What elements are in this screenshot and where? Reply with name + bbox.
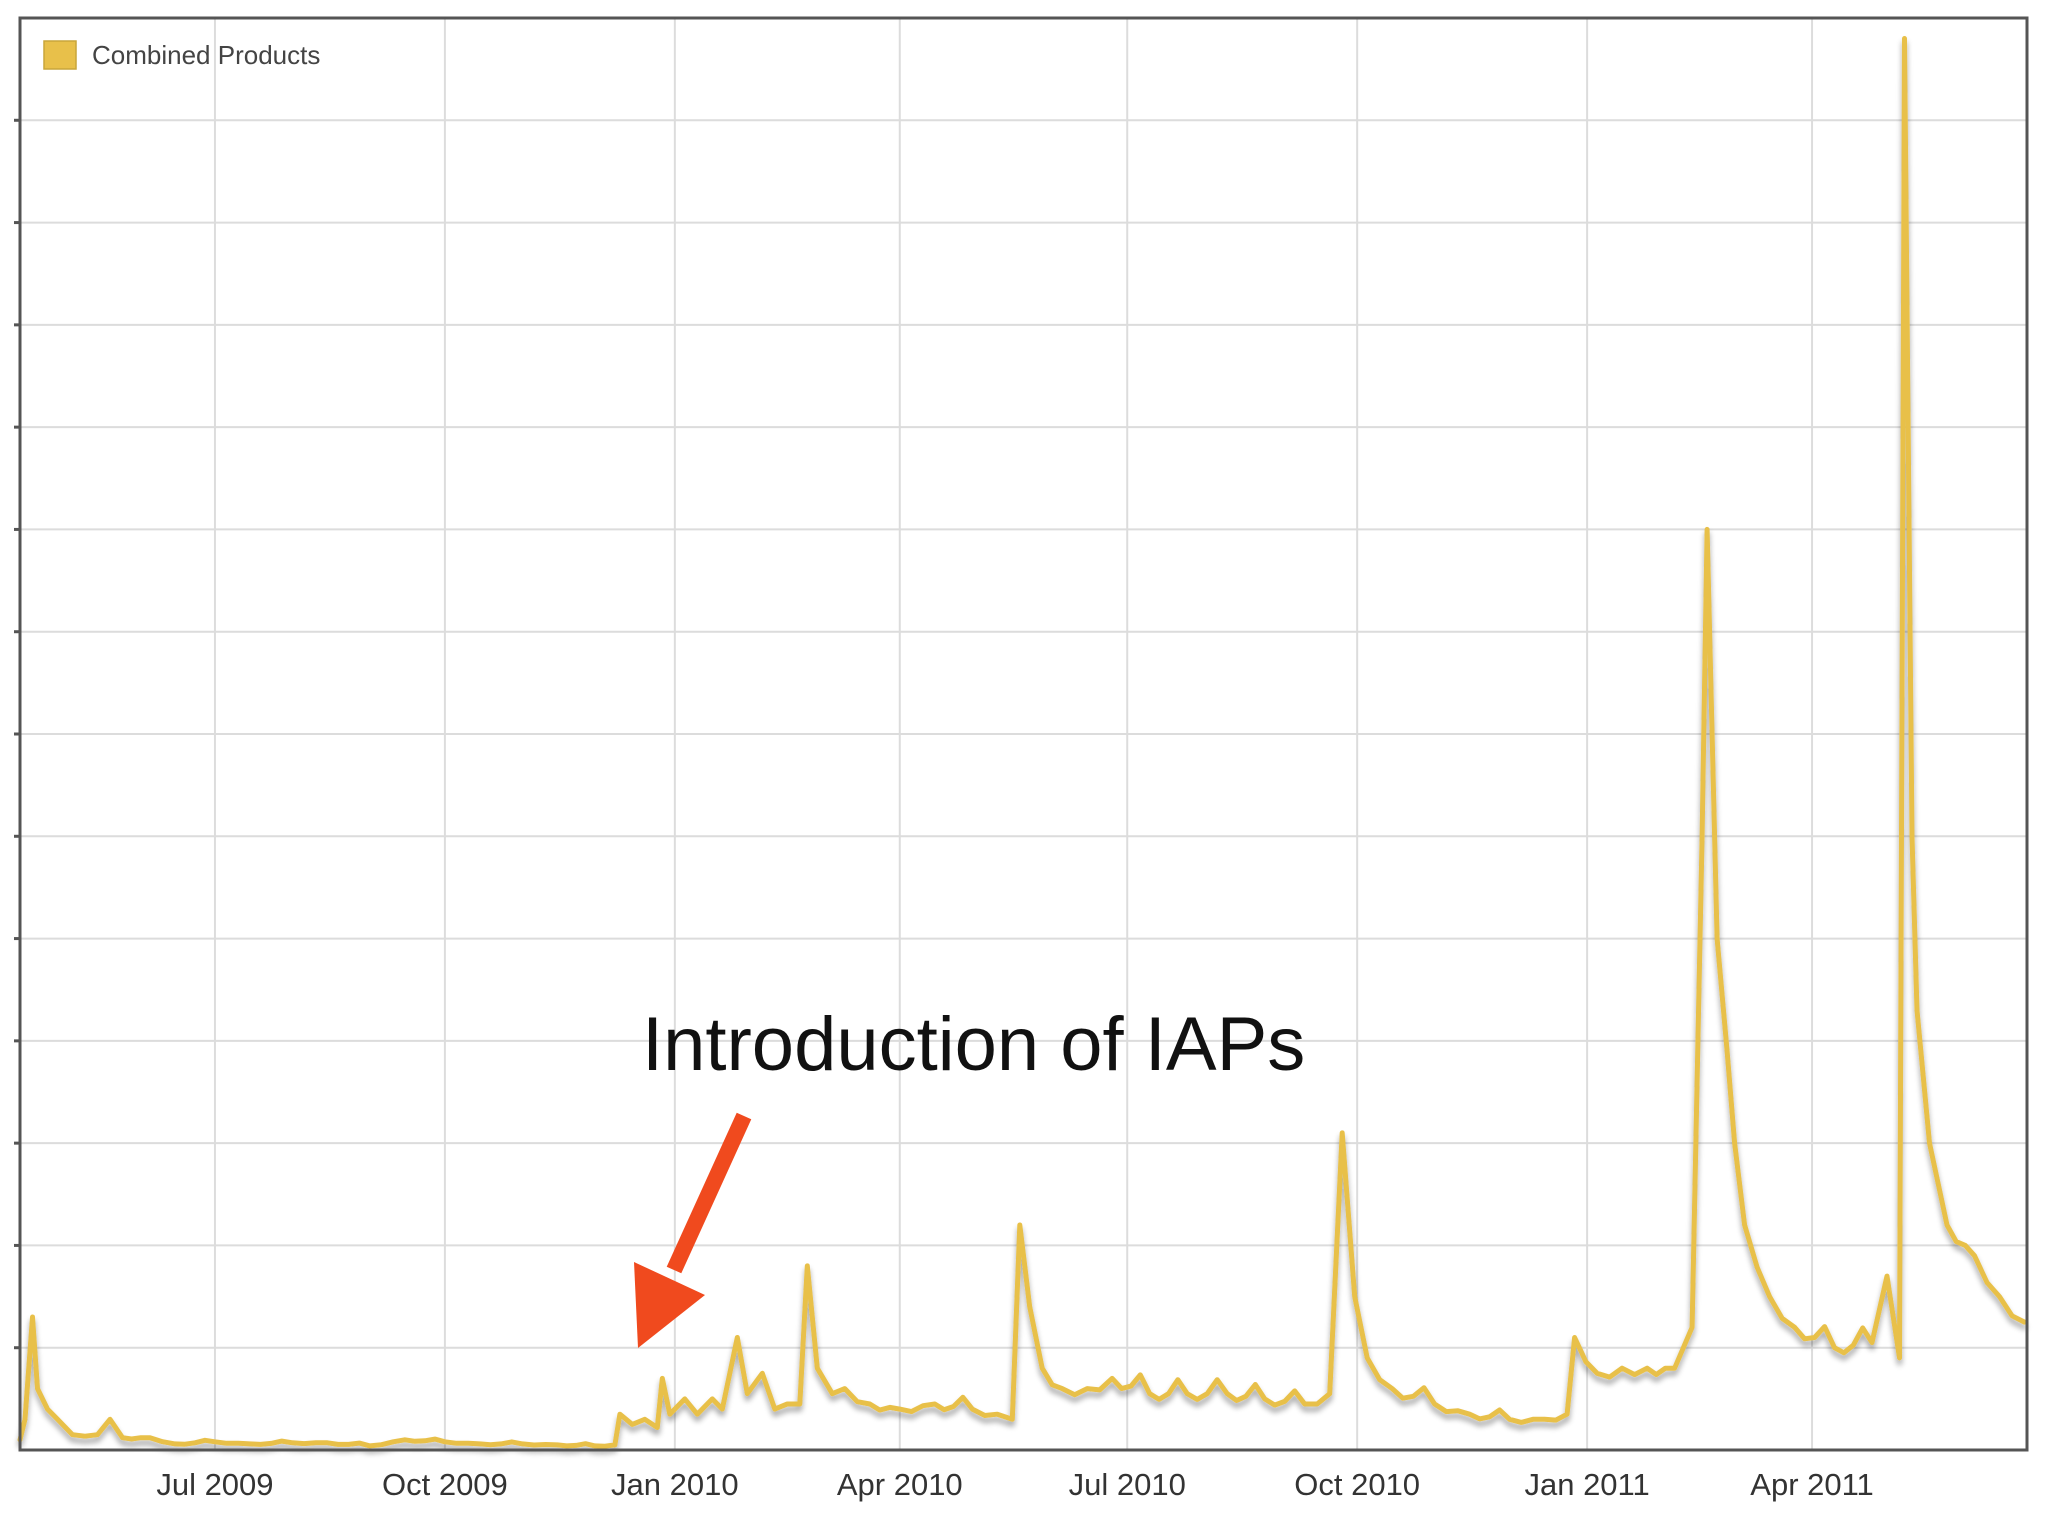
annotation-text: Introduction of IAPs <box>642 1002 1305 1087</box>
x-tick-label: Apr 2011 <box>1750 1467 1874 1502</box>
x-tick-label: Oct 2010 <box>1294 1467 1420 1502</box>
x-tick-label: Jan 2011 <box>1524 1467 1649 1502</box>
x-axis-tick-labels: Jul 2009 Oct 2009 Jan 2010 Apr 2010 Jul 2010… <box>156 1467 1873 1502</box>
x-tick-label: Jul 2010 <box>1069 1467 1186 1502</box>
grid <box>20 18 2027 1450</box>
x-tick-label: Jan 2010 <box>611 1467 739 1502</box>
legend-swatch <box>43 40 77 70</box>
legend-label: Combined Products <box>92 40 320 70</box>
x-tick-label: Jul 2009 <box>156 1467 273 1502</box>
x-tick-label: Oct 2009 <box>382 1467 508 1502</box>
arrow-head <box>634 1262 705 1348</box>
annotation: Introduction of IAPs <box>634 1002 1305 1348</box>
plot-frame <box>18 16 2029 1452</box>
legend[interactable]: Combined Products <box>43 40 320 70</box>
arrow-shaft <box>666 1112 752 1274</box>
series-line-combined-products <box>17 36 2027 1449</box>
x-tick-label: Apr 2010 <box>837 1467 963 1502</box>
